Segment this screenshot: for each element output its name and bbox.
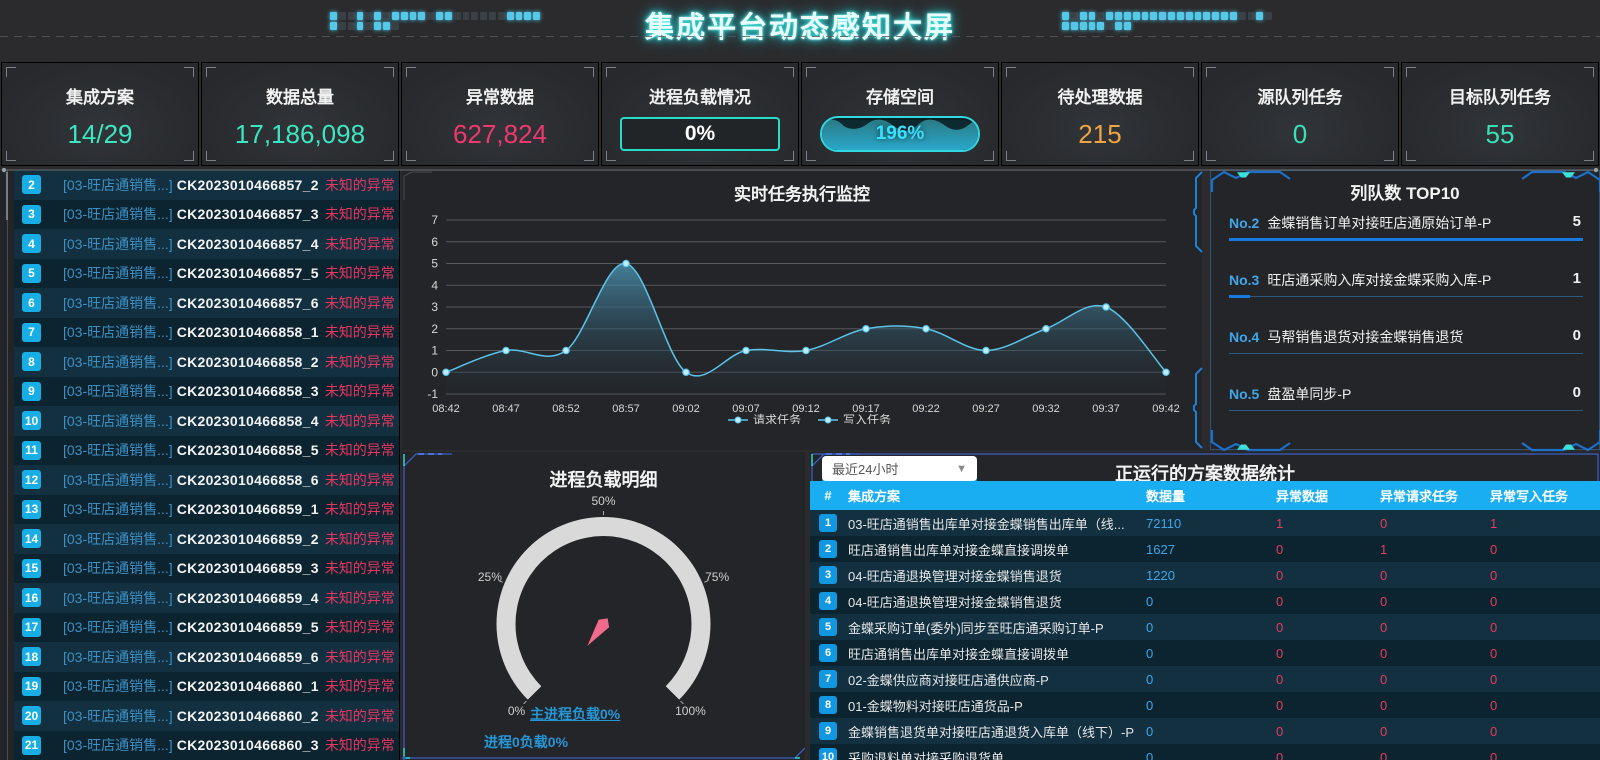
svg-text:25%: 25% (478, 570, 502, 584)
svg-text:0%: 0% (508, 704, 526, 718)
svg-text:请求任务: 请求任务 (753, 412, 801, 424)
svg-text:0: 0 (431, 365, 438, 379)
svg-text:100%: 100% (675, 704, 706, 718)
svg-text:08:57: 08:57 (612, 403, 640, 415)
svg-text:7: 7 (431, 214, 438, 227)
svg-text:08:47: 08:47 (492, 403, 520, 415)
svg-text:6: 6 (431, 235, 438, 249)
svg-text:1: 1 (431, 344, 438, 358)
svg-text:3: 3 (431, 300, 438, 314)
svg-text:09:02: 09:02 (672, 403, 700, 415)
svg-text:09:37: 09:37 (1092, 403, 1120, 415)
svg-text:08:42: 08:42 (432, 403, 460, 415)
svg-text:09:42: 09:42 (1152, 403, 1180, 415)
svg-text:09:32: 09:32 (1032, 403, 1060, 415)
svg-text:-1: -1 (427, 387, 438, 401)
svg-text:75%: 75% (705, 570, 729, 584)
svg-text:写入任务: 写入任务 (843, 412, 891, 424)
svg-text:4: 4 (431, 278, 438, 292)
svg-text:2: 2 (431, 322, 438, 336)
svg-text:09:27: 09:27 (972, 403, 1000, 415)
svg-text:09:22: 09:22 (912, 403, 940, 415)
svg-text:5: 5 (431, 257, 438, 271)
svg-text:50%: 50% (591, 496, 615, 508)
svg-text:08:52: 08:52 (552, 403, 580, 415)
